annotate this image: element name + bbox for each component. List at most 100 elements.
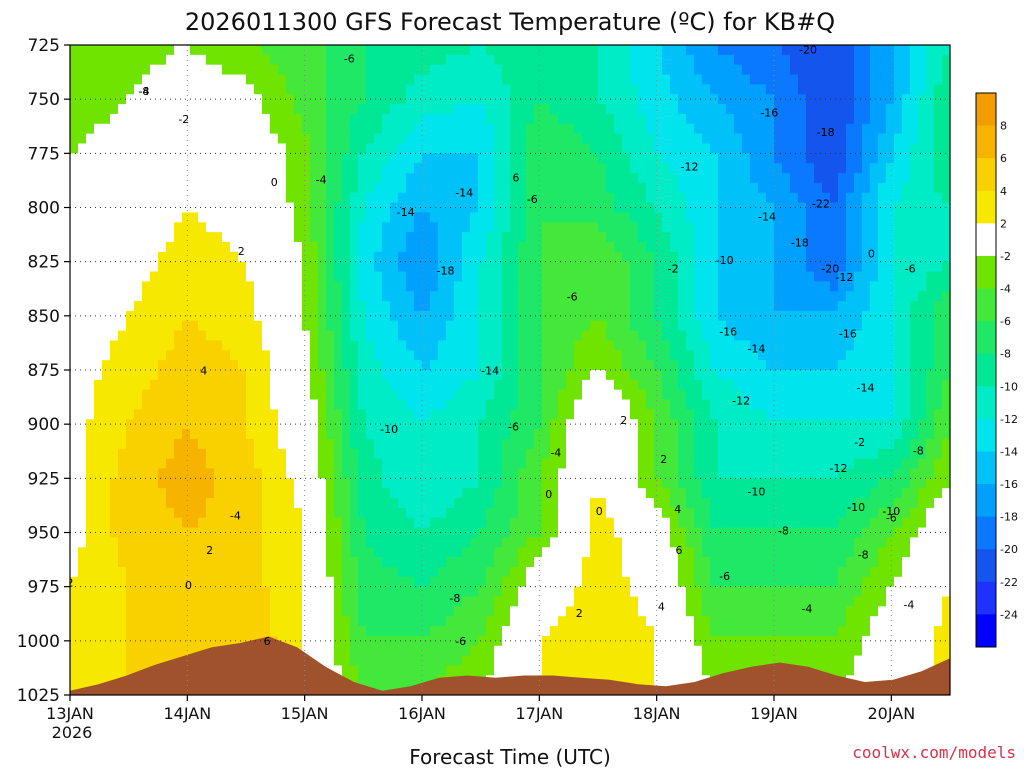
field-cell [102, 74, 111, 85]
field-cell [790, 458, 799, 470]
field-cell [846, 399, 855, 410]
field-cell [94, 133, 103, 145]
temperature-field [70, 45, 950, 695]
field-cell [70, 123, 79, 135]
field-cell [854, 448, 863, 460]
field-cell [422, 182, 431, 194]
field-cell [550, 429, 559, 440]
field-cell [518, 271, 527, 282]
field-cell [518, 104, 527, 115]
field-cell [102, 192, 111, 204]
field-cell [694, 360, 703, 371]
field-cell [206, 163, 215, 174]
field-cell [198, 291, 207, 302]
field-cell [718, 429, 727, 440]
field-cell [310, 173, 319, 184]
field-cell [158, 232, 167, 243]
field-cell [542, 173, 551, 184]
field-cell [902, 153, 911, 164]
field-cell [102, 281, 111, 292]
field-cell [814, 182, 823, 194]
field-cell [270, 448, 279, 460]
field-cell [750, 458, 759, 470]
field-cell [758, 192, 767, 204]
field-cell [838, 409, 847, 420]
field-cell [86, 64, 95, 76]
field-cell [590, 202, 599, 214]
field-cell [902, 163, 911, 174]
field-cell [326, 399, 335, 410]
field-cell [702, 310, 711, 322]
field-cell [758, 301, 767, 312]
field-cell [774, 458, 783, 470]
field-cell [606, 370, 615, 381]
field-cell [222, 340, 231, 351]
field-cell [102, 251, 111, 263]
field-cell [502, 123, 511, 135]
field-cell [846, 340, 855, 351]
field-cell [198, 113, 207, 125]
field-cell [902, 281, 911, 292]
field-cell [558, 104, 567, 115]
field-cell [814, 123, 823, 135]
field-cell [678, 113, 687, 125]
field-cell [270, 182, 279, 194]
field-cell [422, 438, 431, 450]
field-cell [622, 153, 631, 164]
field-cell [134, 370, 143, 381]
field-cell [606, 389, 615, 401]
field-cell [246, 379, 255, 391]
field-cell [870, 84, 879, 95]
field-cell [606, 64, 615, 76]
field-cell [158, 54, 167, 66]
field-cell [694, 310, 703, 322]
field-cell [150, 84, 159, 95]
field-cell [270, 320, 279, 332]
field-cell [390, 399, 399, 410]
field-cell [254, 281, 263, 292]
field-cell [422, 64, 431, 76]
field-cell [446, 379, 455, 391]
field-cell [902, 360, 911, 371]
field-cell [78, 379, 87, 391]
field-cell [942, 330, 950, 342]
field-cell [238, 379, 247, 391]
field-cell [550, 438, 559, 450]
field-cell [366, 261, 375, 273]
field-cell [262, 84, 271, 95]
field-cell [286, 182, 295, 194]
field-cell [630, 458, 639, 470]
field-cell [902, 310, 911, 322]
field-cell [254, 202, 263, 214]
field-cell [766, 113, 775, 125]
field-cell [646, 438, 655, 450]
field-cell [214, 281, 223, 292]
field-cell [126, 340, 135, 351]
field-cell [558, 182, 567, 194]
field-cell [382, 389, 391, 401]
field-cell [710, 173, 719, 184]
field-cell [742, 399, 751, 410]
field-cell [646, 163, 655, 174]
field-cell [374, 448, 383, 460]
field-cell [94, 438, 103, 450]
field-cell [230, 271, 239, 282]
field-cell [846, 301, 855, 312]
field-cell [542, 330, 551, 342]
field-cell [822, 94, 831, 105]
field-cell [342, 458, 351, 470]
field-cell [422, 261, 431, 273]
field-cell [438, 182, 447, 194]
field-cell [94, 212, 103, 223]
field-cell [934, 84, 943, 95]
field-cell [86, 123, 95, 135]
field-cell [638, 389, 647, 401]
field-cell [670, 133, 679, 145]
field-cell [286, 281, 295, 292]
field-cell [822, 419, 831, 430]
field-cell [854, 192, 863, 204]
field-cell [838, 438, 847, 450]
field-cell [862, 478, 871, 489]
field-cell [558, 143, 567, 154]
field-cell [718, 94, 727, 105]
